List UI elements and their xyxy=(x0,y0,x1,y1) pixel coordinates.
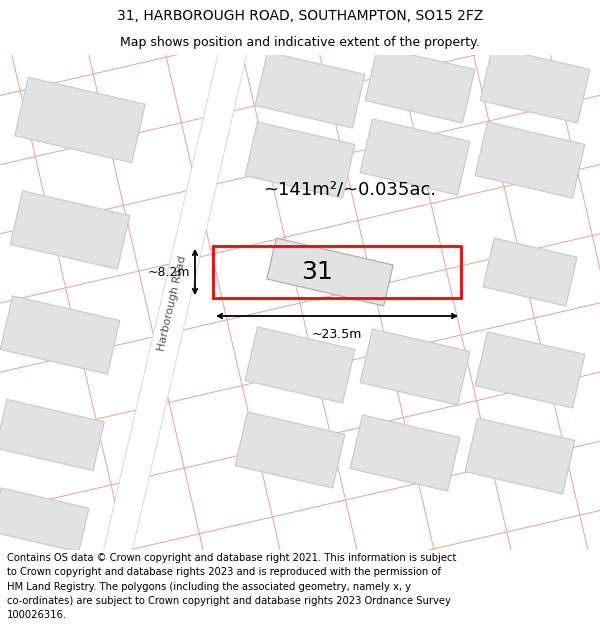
Text: HM Land Registry. The polygons (including the associated geometry, namely x, y: HM Land Registry. The polygons (includin… xyxy=(7,581,411,591)
Text: ~23.5m: ~23.5m xyxy=(312,328,362,341)
Polygon shape xyxy=(465,418,575,494)
Text: ~141m²/~0.035ac.: ~141m²/~0.035ac. xyxy=(263,181,437,199)
Polygon shape xyxy=(267,238,393,306)
Polygon shape xyxy=(0,399,104,471)
Text: Map shows position and indicative extent of the property.: Map shows position and indicative extent… xyxy=(120,36,480,49)
Text: 31: 31 xyxy=(301,260,333,284)
Polygon shape xyxy=(245,122,355,198)
Polygon shape xyxy=(360,119,470,195)
Text: co-ordinates) are subject to Crown copyright and database rights 2023 Ordnance S: co-ordinates) are subject to Crown copyr… xyxy=(7,596,451,606)
Polygon shape xyxy=(10,191,130,269)
Polygon shape xyxy=(475,332,585,408)
Polygon shape xyxy=(365,47,475,123)
Polygon shape xyxy=(0,296,120,374)
Polygon shape xyxy=(475,122,585,198)
Text: Contains OS data © Crown copyright and database right 2021. This information is : Contains OS data © Crown copyright and d… xyxy=(7,553,457,563)
Polygon shape xyxy=(255,52,365,128)
Bar xyxy=(213,246,461,298)
Text: to Crown copyright and database rights 2023 and is reproduced with the permissio: to Crown copyright and database rights 2… xyxy=(7,568,441,578)
Text: ~8.2m: ~8.2m xyxy=(148,266,190,279)
Polygon shape xyxy=(350,415,460,491)
Polygon shape xyxy=(83,0,268,625)
Polygon shape xyxy=(0,488,89,552)
Polygon shape xyxy=(15,78,145,162)
Polygon shape xyxy=(480,47,590,123)
Polygon shape xyxy=(245,327,355,403)
Polygon shape xyxy=(235,412,345,488)
Polygon shape xyxy=(360,329,470,405)
Text: Harborough Road: Harborough Road xyxy=(156,254,188,352)
Polygon shape xyxy=(483,238,577,306)
Text: 31, HARBOROUGH ROAD, SOUTHAMPTON, SO15 2FZ: 31, HARBOROUGH ROAD, SOUTHAMPTON, SO15 2… xyxy=(117,9,483,24)
Text: 100026316.: 100026316. xyxy=(7,610,67,620)
